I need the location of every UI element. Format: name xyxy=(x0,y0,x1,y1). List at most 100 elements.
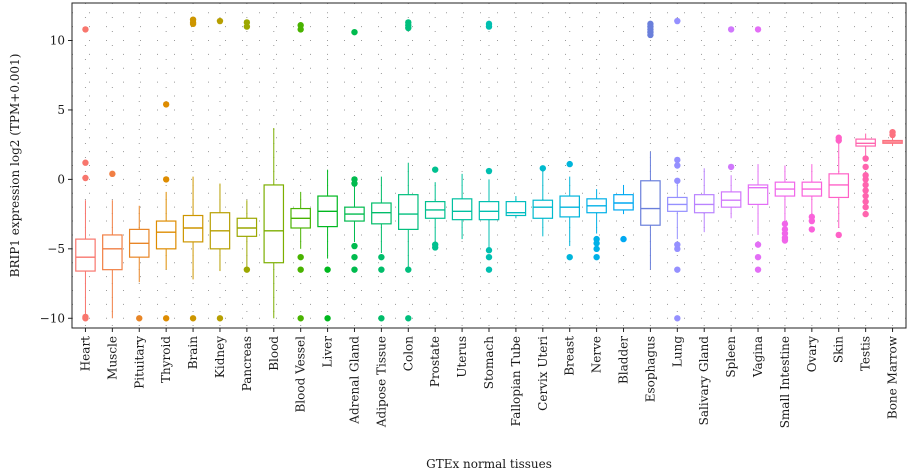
box-testis xyxy=(855,133,876,218)
outlier-point xyxy=(378,315,385,322)
outlier-point xyxy=(647,31,654,39)
outlier-point xyxy=(485,253,493,261)
box-iqr xyxy=(155,220,177,250)
x-tick-label: Skin xyxy=(832,336,846,363)
outlier-point xyxy=(82,315,89,322)
x-tick-label: Pancreas xyxy=(240,336,254,391)
y-tick-label: 0 xyxy=(57,172,65,186)
outlier-point xyxy=(431,166,439,173)
outlier-point xyxy=(189,20,197,28)
outlier-point xyxy=(351,266,358,273)
outlier-point xyxy=(727,26,735,33)
box-skin xyxy=(828,134,850,239)
outlier-point xyxy=(862,198,869,205)
outlier-point xyxy=(405,24,412,32)
box-iqr xyxy=(532,199,554,219)
outlier-point xyxy=(324,266,331,273)
box-blood xyxy=(263,128,285,319)
outlier-point xyxy=(674,156,681,164)
outlier-point xyxy=(862,163,869,171)
outlier-point xyxy=(378,266,385,273)
outlier-point xyxy=(324,315,331,322)
outlier-point xyxy=(351,242,358,250)
outlier-point xyxy=(727,163,735,171)
outlier-point xyxy=(297,266,304,273)
box-uterus xyxy=(451,173,473,240)
box-prostate xyxy=(424,166,446,251)
outlier-point xyxy=(162,315,170,322)
grid xyxy=(72,3,906,328)
box-bone-marrow xyxy=(882,128,903,147)
outlier-point xyxy=(136,315,143,322)
box-fallopian-tube xyxy=(505,196,527,219)
outlier-point xyxy=(216,17,224,25)
outlier-point xyxy=(82,159,89,166)
outlier-point xyxy=(862,155,869,162)
outlier-point xyxy=(566,253,573,261)
box-colon xyxy=(398,19,419,322)
box-lung xyxy=(667,17,688,322)
x-tick-label: Kidney xyxy=(213,336,227,378)
x-tick-label: Bladder xyxy=(617,336,631,384)
box-salivary-gland xyxy=(693,168,715,233)
x-tick-label: Cervix Uteri xyxy=(536,336,550,411)
y-tick-label: 5 xyxy=(57,103,65,117)
box-adipose-tissue xyxy=(371,176,392,322)
outlier-point xyxy=(889,131,896,139)
x-tick-label: Brain xyxy=(186,336,200,370)
outlier-point xyxy=(243,23,251,30)
box-brain xyxy=(182,16,204,322)
outlier-point xyxy=(351,28,358,36)
outlier-point xyxy=(674,245,681,253)
x-tick-label: Fallopian Tube xyxy=(509,336,523,426)
outlier-point xyxy=(162,101,170,108)
axes: −10 −5 0 5 10 Heart Muscle Pituitary Thyroid Brai… xyxy=(40,34,900,429)
box-nerve xyxy=(586,189,607,261)
outlier-point xyxy=(243,266,251,273)
x-axis-title: GTEx normal tissues xyxy=(426,457,552,471)
x-tick-label: Small Intestine xyxy=(778,336,792,428)
box-ovary xyxy=(801,164,823,233)
x-tick-label: Vagina xyxy=(751,336,765,378)
outlier-point xyxy=(216,315,224,322)
box-iqr xyxy=(747,184,769,205)
outlier-point xyxy=(485,167,493,175)
outlier-point xyxy=(378,253,385,261)
outlier-point xyxy=(808,217,816,225)
x-tick-label: Colon xyxy=(401,336,415,371)
outlier-point xyxy=(431,244,439,251)
box-iqr xyxy=(263,184,285,264)
outlier-point xyxy=(862,176,869,183)
x-tick-label: Uterus xyxy=(455,336,469,378)
outlier-point xyxy=(808,226,816,233)
x-tick-label: Blood Vessel xyxy=(294,336,308,413)
box-breast xyxy=(559,160,580,261)
box-iqr xyxy=(102,234,123,271)
outlier-point xyxy=(862,210,869,218)
x-tick-label: Heart xyxy=(78,336,92,371)
box-small-intestine xyxy=(774,165,796,244)
outlier-point xyxy=(781,220,789,228)
x-tick-label: Blood xyxy=(267,336,281,371)
outlier-point xyxy=(754,241,762,248)
x-tick-label: Pituitary xyxy=(132,336,146,389)
outlier-point xyxy=(82,174,89,182)
x-tick-label: Thyroid xyxy=(159,336,173,383)
box-iqr xyxy=(398,194,419,230)
outlier-point xyxy=(754,26,762,33)
x-tick-label: Esophagus xyxy=(643,336,657,402)
x-tick-label: Adipose Tissue xyxy=(374,336,388,428)
outlier-point xyxy=(566,160,573,168)
x-tick-label: Prostate xyxy=(428,336,442,387)
box-liver xyxy=(317,169,338,322)
outlier-point xyxy=(862,192,869,200)
outlier-point xyxy=(835,231,842,239)
outlier-point xyxy=(485,266,493,273)
outlier-point xyxy=(297,26,304,33)
outlier-point xyxy=(674,17,681,25)
box-muscle xyxy=(102,170,123,319)
box-cervix-uteri xyxy=(532,165,554,237)
x-tick-label: Liver xyxy=(321,336,335,368)
box-kidney xyxy=(209,17,231,322)
